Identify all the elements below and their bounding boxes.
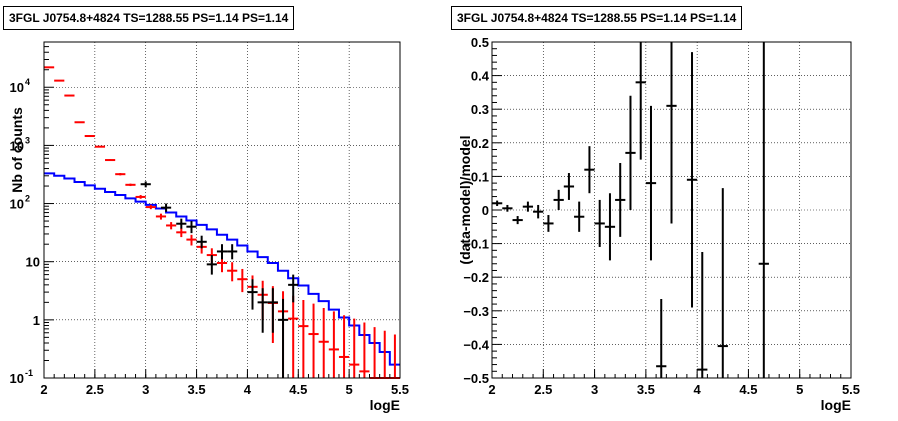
right-chart-title: 3FGL J0754.8+4824 TS=1288.55 PS=1.14 PS=…	[451, 6, 743, 30]
x-tick-label: 3	[591, 382, 598, 397]
y-tick-label: 0	[482, 203, 489, 218]
x-tick-label: 4.5	[739, 382, 757, 397]
y-tick-label: −0.5	[463, 371, 489, 386]
x-tick-label: 3.5	[188, 382, 206, 397]
y-tick-label: −0.4	[463, 337, 489, 352]
right-x-axis-label: logE	[821, 397, 851, 413]
x-tick-label: 5	[796, 382, 803, 397]
y-tick-exponent: 2	[25, 194, 30, 204]
x-tick-label: 3	[142, 382, 149, 397]
x-tick-label: 2.5	[86, 382, 104, 397]
left-x-axis-label: logE	[370, 397, 400, 413]
y-tick-label: 10	[26, 255, 40, 270]
x-tick-label: 2	[488, 382, 495, 397]
x-tick-label: 4	[244, 382, 252, 397]
right-y-axis-label: (data-model)/model	[457, 135, 473, 264]
y-tick-label: 1	[33, 313, 40, 328]
x-tick-label: 4	[694, 382, 702, 397]
y-tick-label: 10	[10, 80, 24, 95]
x-tick-label: 2	[40, 382, 47, 397]
left-chart-title: 3FGL J0754.8+4824 TS=1288.55 PS=1.14 PS=…	[3, 6, 295, 30]
y-tick-label: −0.3	[463, 304, 489, 319]
residuals-panel: logE (data-model)/model 2 2.5 3 3.5 4 4.5 5 5.5…	[457, 35, 860, 413]
counts-panel: logE Nb of counts 2 2.5 3 3.5 4 4.5 5 5.510 -111…	[9, 41, 409, 413]
y-tick-label: 10	[10, 197, 24, 212]
y-tick-label: −0.2	[463, 270, 489, 285]
x-tick-label: 5.5	[842, 382, 860, 397]
model-step-line	[44, 172, 400, 366]
y-tick-exponent: -1	[25, 368, 33, 378]
x-tick-label: 2.5	[534, 382, 552, 397]
y-tick-label: 0.5	[471, 35, 489, 50]
x-tick-label: 5	[346, 382, 353, 397]
left-plot-frame	[43, 41, 401, 379]
x-tick-label: 3.5	[637, 382, 655, 397]
y-tick-exponent: 4	[25, 77, 30, 87]
y-tick-exponent: 3	[25, 135, 30, 145]
y-tick-label: 0.4	[471, 69, 490, 84]
y-tick-label: 10	[10, 371, 24, 386]
y-tick-label: −0.1	[463, 237, 489, 252]
y-tick-label: 0.2	[471, 136, 489, 151]
x-tick-label: 5.5	[391, 382, 409, 397]
x-tick-label: 4.5	[289, 382, 307, 397]
y-tick-label: 0.3	[471, 102, 489, 117]
y-tick-label: 0.1	[471, 169, 489, 184]
left-y-axis-label: Nb of counts	[9, 107, 25, 193]
y-tick-label: 10	[10, 138, 24, 153]
